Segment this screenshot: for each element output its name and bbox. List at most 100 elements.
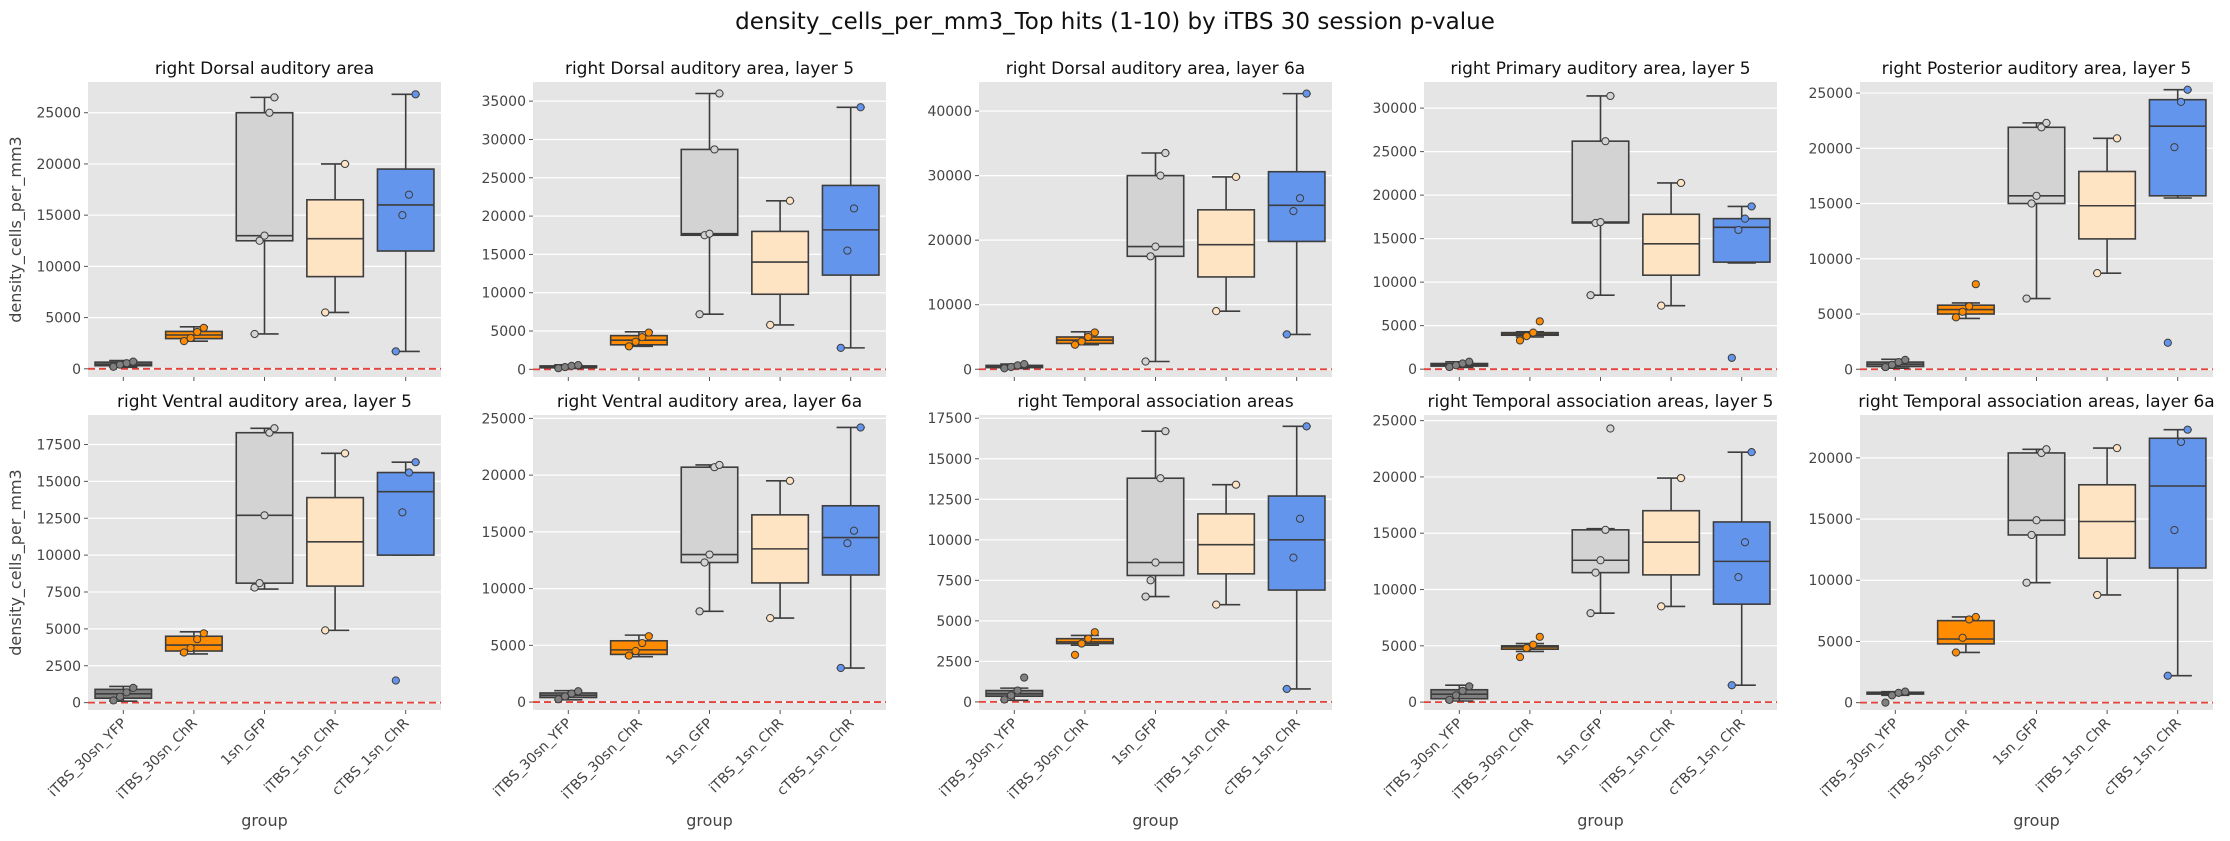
- data-point: [1161, 148, 1170, 158]
- data-point: [1465, 357, 1474, 366]
- x-tick-label: 1sn_GFP: [1109, 716, 1162, 769]
- y-tick-label: 25000: [481, 171, 526, 187]
- y-tick-label: 2500: [936, 654, 972, 670]
- iqr-box: [1571, 140, 1630, 224]
- data-point: [1020, 673, 1029, 682]
- data-point: [638, 333, 647, 342]
- y-tick-label: 10000: [1808, 252, 1853, 268]
- y-tick-label: 2500: [45, 659, 81, 675]
- data-point: [715, 89, 724, 98]
- y-tick-label: 0: [517, 362, 526, 378]
- data-point: [1295, 194, 1305, 203]
- data-point: [1282, 684, 1291, 694]
- data-point: [250, 329, 259, 339]
- data-point: [1006, 691, 1016, 700]
- box-iTBS_30sn_YFP: [985, 359, 1044, 373]
- data-point: [1601, 137, 1610, 146]
- y-tick-label: 5000: [1817, 307, 1853, 323]
- data-point: [2027, 199, 2036, 208]
- data-point: [321, 626, 330, 635]
- data-point: [1151, 242, 1160, 251]
- y-tick-label: 17500: [927, 411, 972, 427]
- x-tick-label: iTBS_1sn_ChR: [706, 715, 787, 796]
- y-tick-label: 25000: [36, 106, 81, 122]
- data-point: [260, 511, 269, 520]
- subplot-title: right Posterior auditory area, layer 5: [1882, 59, 2192, 79]
- data-point: [391, 347, 400, 356]
- data-point: [179, 337, 189, 346]
- data-point: [2176, 437, 2186, 447]
- data-point: [1295, 514, 1305, 523]
- iqr-box: [1712, 217, 1771, 263]
- data-point: [2112, 134, 2122, 143]
- subplot-title: right Temporal association areas: [1017, 392, 1293, 412]
- data-point: [1084, 332, 1093, 342]
- data-point: [574, 361, 583, 370]
- data-point: [1535, 632, 1544, 641]
- box-cTBS_1sn_ChR: [2148, 85, 2207, 347]
- iqr-box: [376, 168, 435, 252]
- y-tick-label: 10000: [481, 582, 526, 598]
- data-point: [1000, 695, 1009, 704]
- data-point: [560, 362, 570, 372]
- data-point: [1070, 340, 1080, 349]
- box-iTBS_30sn_YFP: [1430, 682, 1489, 704]
- y-tick-label: 25000: [481, 411, 526, 427]
- box-cTBS_1sn_ChR: [1712, 202, 1771, 362]
- y-axis-label: density_cells_per_mm3: [6, 136, 26, 322]
- iqr-box: [1267, 170, 1326, 243]
- y-tick-label: 20000: [1372, 470, 1417, 486]
- box-iTBS_1sn_ChR: [1197, 172, 1256, 316]
- box-cTBS_1sn_ChR: [376, 458, 435, 685]
- box-1sn_GFP: [1126, 427, 1185, 601]
- data-point: [1070, 650, 1080, 659]
- data-point: [1881, 698, 1890, 707]
- data-point: [2183, 85, 2192, 94]
- data-point: [1458, 359, 1467, 368]
- data-point: [2163, 671, 2172, 680]
- box-iTBS_1sn_ChR: [1642, 473, 1701, 611]
- data-point: [1522, 643, 1531, 653]
- subplot-1: 0 5000 10000 15000 20000 25000 right Dorsal au…: [6, 59, 441, 381]
- data-point: [1289, 207, 1298, 216]
- data-point: [843, 246, 852, 255]
- x-tick-label: 1sn_GFP: [1554, 716, 1607, 769]
- data-point: [1657, 602, 1666, 611]
- data-point: [1146, 576, 1155, 585]
- y-tick-label: 30000: [481, 132, 526, 148]
- x-tick-label: cTBS_1sn_ChR: [1665, 715, 1749, 799]
- data-point: [1013, 361, 1022, 370]
- data-point: [391, 676, 400, 685]
- x-tick-label: 1sn_GFP: [663, 716, 716, 769]
- data-point: [700, 558, 709, 567]
- data-point: [1282, 330, 1291, 339]
- box-iTBS_30sn_YFP: [539, 361, 598, 373]
- data-point: [193, 635, 202, 644]
- data-point: [186, 333, 195, 343]
- y-tick-label: 15000: [36, 474, 81, 490]
- subplot-2: 0 5000 10000 15000 20000 25000 30000 35000 right…: [481, 59, 886, 381]
- box-iTBS_30sn_ChR: [1500, 632, 1559, 662]
- y-tick-label: 7500: [936, 573, 972, 589]
- data-point: [186, 643, 195, 653]
- box-iTBS_30sn_YFP: [94, 683, 153, 705]
- x-tick-label: iTBS_1sn_ChR: [2033, 715, 2114, 796]
- data-point: [715, 460, 724, 470]
- y-tick-label: 20000: [481, 209, 526, 225]
- data-point: [2170, 525, 2179, 535]
- y-tick-label: 15000: [481, 247, 526, 263]
- data-point: [1141, 592, 1150, 601]
- data-point: [115, 360, 125, 369]
- data-point: [1231, 480, 1241, 489]
- data-point: [1141, 357, 1150, 366]
- box-cTBS_1sn_ChR: [821, 103, 880, 352]
- y-tick-label: 10000: [927, 533, 972, 549]
- data-point: [1151, 558, 1160, 567]
- data-point: [1077, 639, 1086, 648]
- data-point: [1951, 313, 1961, 322]
- x-axis-label: group: [241, 811, 287, 830]
- y-tick-label: 5000: [1381, 319, 1417, 335]
- figure-title: density_cells_per_mm3_Top hits (1-10) by…: [735, 9, 1495, 35]
- data-point: [638, 638, 647, 648]
